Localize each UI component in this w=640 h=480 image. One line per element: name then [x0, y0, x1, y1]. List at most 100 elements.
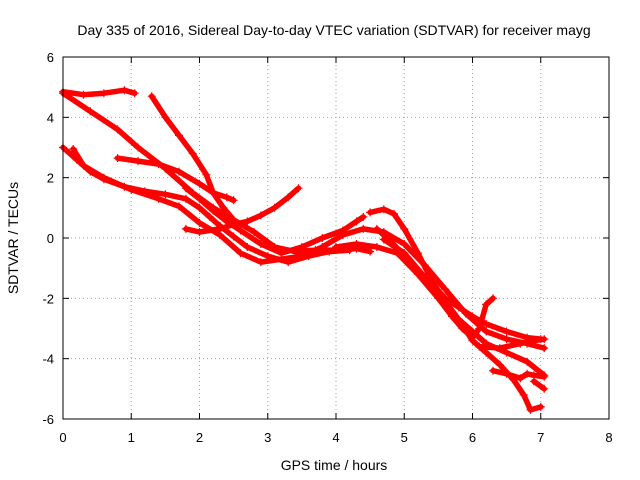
y-tick-label: 2 [47, 171, 54, 186]
data-point [294, 184, 303, 193]
data-point [270, 203, 279, 212]
series-track-13 [475, 335, 549, 353]
data-point [175, 167, 183, 176]
data-point [400, 240, 409, 248]
x-tick-label: 4 [332, 430, 339, 445]
data-point [516, 339, 525, 348]
data-point [250, 228, 259, 236]
data-point [297, 252, 306, 261]
data-point [236, 226, 245, 235]
data-point [434, 294, 443, 303]
data-point [99, 89, 108, 98]
data-point [454, 303, 463, 312]
data-point [413, 249, 422, 258]
data-point [495, 344, 504, 353]
data-point [366, 247, 375, 256]
y-tick-label: 4 [47, 110, 54, 125]
data-point [219, 203, 228, 212]
data-point [475, 324, 484, 333]
data-point [99, 173, 108, 182]
data-point [256, 258, 265, 267]
data-point [113, 125, 122, 134]
data-point [386, 237, 395, 245]
data-point [359, 212, 368, 221]
x-tick-label: 0 [59, 430, 66, 445]
data-point [195, 228, 204, 236]
data-point [181, 194, 190, 203]
data-point [475, 342, 484, 351]
data-point [441, 294, 450, 303]
data-point [540, 372, 549, 381]
series-track-15 [529, 377, 549, 393]
data-point [147, 92, 156, 101]
data-point [448, 312, 456, 321]
series-track-1 [59, 86, 139, 99]
data-point [209, 206, 218, 215]
data-point [161, 113, 170, 122]
data-point [489, 366, 497, 375]
data-point [188, 149, 197, 158]
data-point [181, 184, 190, 193]
data-point [79, 161, 88, 170]
x-tick-labels: 0 1 2 3 4 5 6 7 8 [59, 430, 612, 445]
y-tick-label: 0 [47, 231, 54, 246]
data-point [468, 333, 477, 342]
data-point [502, 369, 511, 378]
data-point [352, 217, 361, 226]
data-point [366, 208, 375, 217]
data-point [338, 226, 347, 235]
data-point [181, 224, 190, 233]
data-point [318, 234, 327, 242]
x-tick-label: 1 [128, 430, 135, 445]
y-tick-label: -6 [42, 412, 54, 427]
data-point [120, 86, 129, 95]
data-point [256, 211, 265, 220]
series-line [367, 206, 547, 379]
data-point [519, 390, 528, 399]
data-point [325, 247, 334, 256]
x-tick-label: 5 [401, 430, 408, 445]
data-point [427, 279, 436, 288]
data-point [458, 324, 467, 333]
y-tick-labels: -6 -4 -2 0 2 4 6 [42, 50, 54, 427]
data-point [127, 185, 136, 194]
data-point [256, 240, 265, 248]
data-point [79, 90, 88, 99]
data-point [441, 285, 450, 294]
series-line [374, 226, 544, 342]
series-track-8 [181, 184, 368, 258]
series-line [148, 93, 237, 223]
data-point [161, 190, 170, 199]
x-tick-label: 6 [469, 430, 476, 445]
data-point [154, 194, 163, 203]
data-point [523, 357, 532, 366]
y-tick-label: -2 [42, 291, 54, 306]
data-point [390, 209, 398, 218]
series-line [333, 241, 544, 413]
data-point [529, 377, 538, 386]
data-point [352, 240, 361, 248]
data-point [400, 252, 409, 261]
data-point [482, 300, 491, 309]
data-point [195, 203, 204, 212]
data-point [502, 348, 511, 357]
data-point [468, 312, 477, 321]
data-point [297, 243, 306, 251]
data-point [540, 335, 549, 344]
data-point [372, 224, 381, 233]
series-track-9 [366, 205, 549, 380]
data-point [482, 327, 491, 336]
x-axis-title: GPS time / hours [281, 457, 388, 473]
data-point [495, 360, 504, 369]
data-point [489, 294, 497, 303]
chart-title: Day 335 of 2016, Sidereal Day-to-day VTE… [77, 22, 590, 38]
data-point [540, 344, 549, 353]
data-point [413, 267, 422, 276]
data-point [540, 384, 549, 393]
x-tick-label: 3 [264, 430, 271, 445]
data-point [529, 336, 538, 345]
data-point [86, 107, 95, 116]
data-point [202, 170, 211, 179]
data-series [59, 86, 549, 414]
data-point [243, 243, 252, 251]
